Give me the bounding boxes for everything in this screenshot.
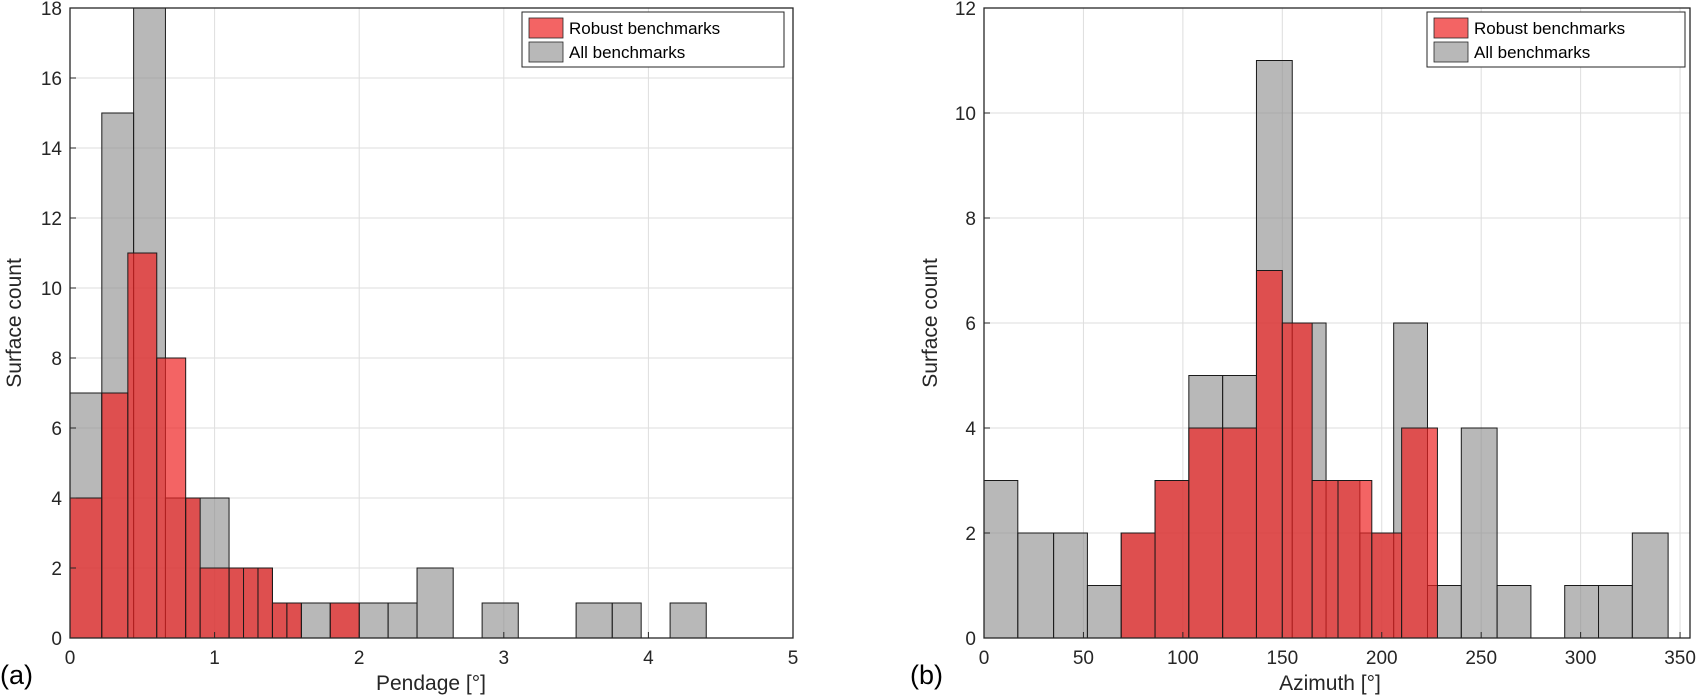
bar-robust-b [1188, 427, 1224, 639]
x-tick-label: 200 [1366, 648, 1398, 669]
bar-all-a [358, 602, 389, 639]
x-tick-label: 4 [643, 648, 654, 669]
x-tick-label: 5 [788, 648, 799, 669]
bar-robust-b [1222, 427, 1257, 639]
ticks-b: 0 50 100 150 200 250 300 350 0 2 4 6 8 10 12 [955, 0, 1696, 669]
x-tick-label: 0 [65, 648, 76, 669]
bar-robust-b [1401, 427, 1438, 639]
y-tick-label: 18 [41, 0, 62, 20]
bars-b [983, 60, 1669, 639]
x-tick-label: 350 [1664, 648, 1696, 669]
bar-robust-a [199, 567, 230, 639]
bars-a [69, 7, 707, 639]
x-tick-label: 300 [1565, 648, 1597, 669]
x-tick-label: 150 [1266, 648, 1298, 669]
legend-swatch-robust-a [528, 17, 564, 39]
bar-robust-b [1311, 480, 1339, 639]
y-axis-label-a: Surface count [3, 258, 26, 388]
legend-label-all-b: All benchmarks [1474, 43, 1590, 62]
legend-box-a [521, 11, 785, 68]
bar-all-b [1086, 585, 1122, 639]
bar-robust-a [329, 602, 360, 639]
bar-all-a [575, 602, 613, 639]
x-tick-label: 100 [1167, 648, 1199, 669]
legend-box-b [1426, 11, 1686, 68]
legend-swatch-all-b [1433, 41, 1469, 63]
x-tick-label: 250 [1465, 648, 1497, 669]
y-tick-label: 12 [955, 0, 976, 20]
bar-robust-b [1154, 480, 1190, 639]
y-tick-label: 10 [955, 104, 976, 125]
bar-robust-a [243, 567, 259, 639]
panel-label-a: (a) [0, 660, 33, 690]
y-tick-label: 2 [51, 559, 62, 580]
y-tick-label: 6 [51, 419, 62, 440]
legend-swatch-all-a [528, 41, 564, 63]
bar-robust-a [185, 497, 201, 639]
bar-robust-a [257, 567, 273, 639]
y-tick-label: 0 [965, 629, 976, 650]
bar-robust-b [1120, 532, 1156, 639]
axes-frame-a [69, 7, 794, 639]
y-tick-label: 8 [965, 209, 976, 230]
bar-robust-a [127, 252, 158, 639]
bar-all-b [1017, 532, 1055, 639]
bar-robust-b [1281, 322, 1313, 639]
x-tick-label: 2 [354, 648, 365, 669]
bar-all-b [1631, 532, 1669, 639]
y-tick-label: 10 [41, 279, 62, 300]
legend-label-robust-a: Robust benchmarks [569, 19, 720, 38]
bar-all-a [387, 602, 418, 639]
bar-all-b [1496, 585, 1532, 639]
bar-robust-a [228, 567, 245, 639]
x-axis-label-a: Pendage [°] [376, 672, 486, 695]
bar-robust-b [1337, 480, 1373, 639]
bar-robust-b [1371, 532, 1403, 639]
legend-swatch-robust-b [1433, 17, 1469, 39]
y-axis-label-b: Surface count [919, 258, 942, 388]
bar-all-a [416, 567, 454, 639]
bar-robust-a [271, 602, 288, 639]
y-tick-label: 14 [41, 139, 63, 160]
x-tick-label: 1 [209, 648, 220, 669]
bar-robust-a [156, 357, 187, 639]
x-tick-label: 3 [499, 648, 510, 669]
y-tick-label: 6 [965, 314, 976, 335]
x-tick-label: 0 [979, 648, 990, 669]
y-tick-label: 2 [965, 524, 976, 545]
x-tick-label: 50 [1073, 648, 1094, 669]
bar-all-b [1564, 585, 1600, 639]
y-tick-label: 8 [51, 349, 62, 370]
bar-all-a [481, 602, 519, 639]
bar-robust-b [1255, 270, 1283, 639]
bar-all-a [300, 602, 331, 639]
bar-robust-a [101, 392, 129, 639]
bar-all-b [1053, 532, 1088, 639]
y-tick-label: 12 [41, 209, 62, 230]
y-tick-label: 4 [965, 419, 976, 440]
chart-panel-b: 0 50 100 150 200 250 300 350 0 2 4 6 8 10 12 Azimuth [… [910, 0, 1696, 695]
legend-label-robust-b: Robust benchmarks [1474, 19, 1625, 38]
bar-robust-a [286, 602, 302, 639]
bar-all-a [611, 602, 642, 639]
y-tick-label: 0 [51, 629, 62, 650]
legend-a: Robust benchmarks All benchmarks [521, 11, 785, 68]
y-tick-label: 16 [41, 69, 62, 90]
y-tick-label: 4 [51, 489, 62, 510]
panel-label-b: (b) [910, 660, 943, 690]
bar-all-b [983, 480, 1019, 639]
bar-all-b [1598, 585, 1633, 639]
bar-all-a [669, 602, 707, 639]
legend-b: Robust benchmarks All benchmarks [1426, 11, 1686, 68]
legend-label-all-a: All benchmarks [569, 43, 685, 62]
bar-all-b [1460, 427, 1498, 639]
x-axis-label-b: Azimuth [°] [1279, 672, 1381, 695]
